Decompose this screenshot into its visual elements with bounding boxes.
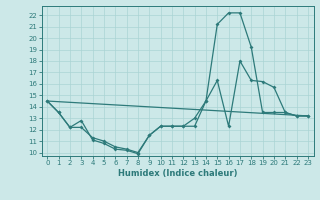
X-axis label: Humidex (Indice chaleur): Humidex (Indice chaleur)	[118, 169, 237, 178]
